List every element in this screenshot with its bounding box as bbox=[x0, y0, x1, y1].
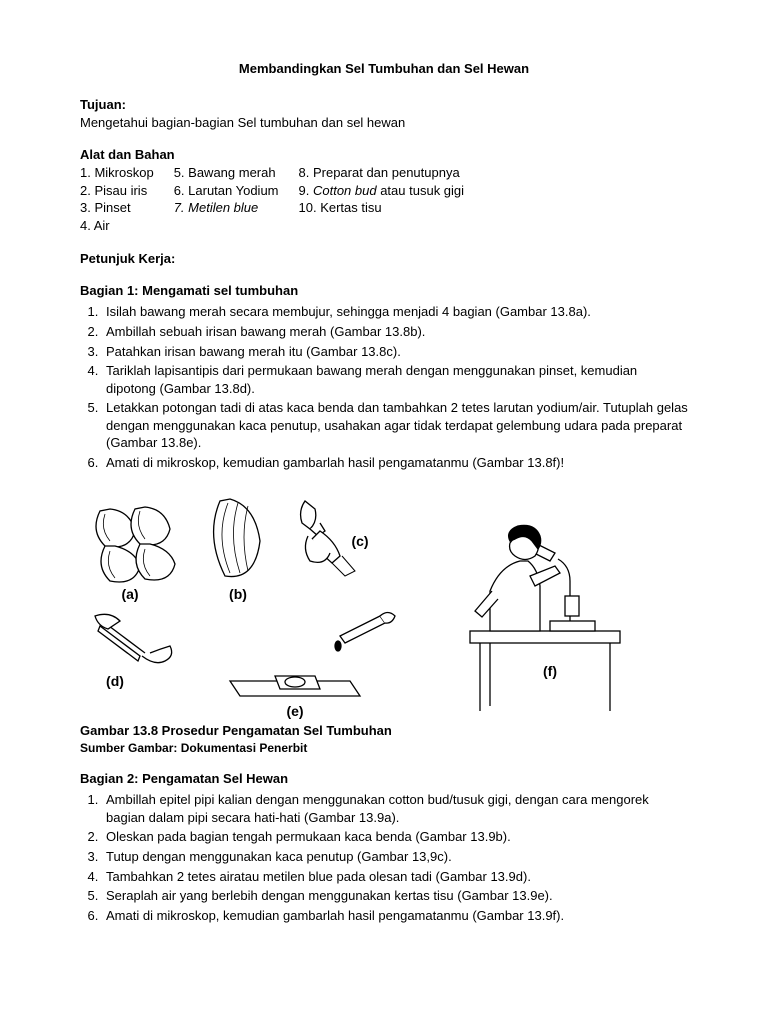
procedure-diagram: (a) (b) (c) (d) (e) (f) bbox=[80, 481, 640, 721]
step-item: Isilah bawang merah secara membujur, seh… bbox=[102, 303, 688, 321]
material-item: 7. Metilen blue bbox=[174, 199, 279, 217]
materials-col-2: 5. Bawang merah 6. Larutan Yodium 7. Met… bbox=[174, 164, 279, 234]
figure-label-c: (c) bbox=[351, 533, 368, 549]
figure-caption: Gambar 13.8 Prosedur Pengamatan Sel Tumb… bbox=[80, 723, 688, 739]
figure-label-b: (b) bbox=[229, 586, 247, 602]
bagian1-steps: Isilah bawang merah secara membujur, seh… bbox=[80, 303, 688, 471]
bagian1-label: Bagian 1: Mengamati sel tumbuhan bbox=[80, 282, 688, 300]
figure-label-e: (e) bbox=[286, 703, 303, 719]
step-item: Letakkan potongan tadi di atas kaca bend… bbox=[102, 399, 688, 452]
material-item: 8. Preparat dan penutupnya bbox=[299, 164, 465, 182]
material-item: 4. Air bbox=[80, 217, 154, 235]
alat-label: Alat dan Bahan bbox=[80, 146, 688, 164]
figure-label-a: (a) bbox=[121, 586, 138, 602]
step-item: Ambillah sebuah irisan bawang merah (Gam… bbox=[102, 323, 688, 341]
material-item-italic: Cotton bud bbox=[313, 183, 377, 198]
step-item: Seraplah air yang berlebih dengan menggu… bbox=[102, 887, 688, 905]
figure-13-8: (a) (b) (c) (d) (e) (f) Gambar 13.8 Pros… bbox=[80, 481, 688, 755]
page-title: Membandingkan Sel Tumbuhan dan Sel Hewan bbox=[80, 60, 688, 78]
step-item: Amati di mikroskop, kemudian gambarlah h… bbox=[102, 454, 688, 472]
materials-col-3: 8. Preparat dan penutupnya 9. Cotton bud… bbox=[299, 164, 465, 234]
figure-source: Sumber Gambar: Dokumentasi Penerbit bbox=[80, 740, 688, 756]
material-item-post: atau tusuk gigi bbox=[377, 183, 464, 198]
step-item: Tariklah lapisantipis dari permukaan baw… bbox=[102, 362, 688, 397]
figure-label-f: (f) bbox=[543, 663, 557, 679]
step-item: Tambahkan 2 tetes airatau metilen blue p… bbox=[102, 868, 688, 886]
step-item: Tutup dengan menggunakan kaca penutup (G… bbox=[102, 848, 688, 866]
material-item: 6. Larutan Yodium bbox=[174, 182, 279, 200]
step-item: Patahkan irisan bawang merah itu (Gambar… bbox=[102, 343, 688, 361]
material-item: 9. Cotton bud atau tusuk gigi bbox=[299, 182, 465, 200]
figure-label-d: (d) bbox=[106, 673, 124, 689]
step-item: Amati di mikroskop, kemudian gambarlah h… bbox=[102, 907, 688, 925]
material-item: 10. Kertas tisu bbox=[299, 199, 465, 217]
bagian2-steps: Ambillah epitel pipi kalian dengan mengg… bbox=[80, 791, 688, 924]
materials-list: 1. Mikroskop 2. Pisau iris 3. Pinset 4. … bbox=[80, 164, 688, 234]
petunjuk-label: Petunjuk Kerja: bbox=[80, 250, 688, 268]
bagian2-label: Bagian 2: Pengamatan Sel Hewan bbox=[80, 770, 688, 788]
materials-col-1: 1. Mikroskop 2. Pisau iris 3. Pinset 4. … bbox=[80, 164, 154, 234]
material-item: 1. Mikroskop bbox=[80, 164, 154, 182]
step-item: Ambillah epitel pipi kalian dengan mengg… bbox=[102, 791, 688, 826]
step-item: Oleskan pada bagian tengah permukaan kac… bbox=[102, 828, 688, 846]
tujuan-label: Tujuan: bbox=[80, 96, 688, 114]
material-item: 2. Pisau iris bbox=[80, 182, 154, 200]
tujuan-text: Mengetahui bagian-bagian Sel tumbuhan da… bbox=[80, 114, 688, 132]
material-item-pre: 9. bbox=[299, 183, 313, 198]
material-item: 5. Bawang merah bbox=[174, 164, 279, 182]
material-item: 3. Pinset bbox=[80, 199, 154, 217]
